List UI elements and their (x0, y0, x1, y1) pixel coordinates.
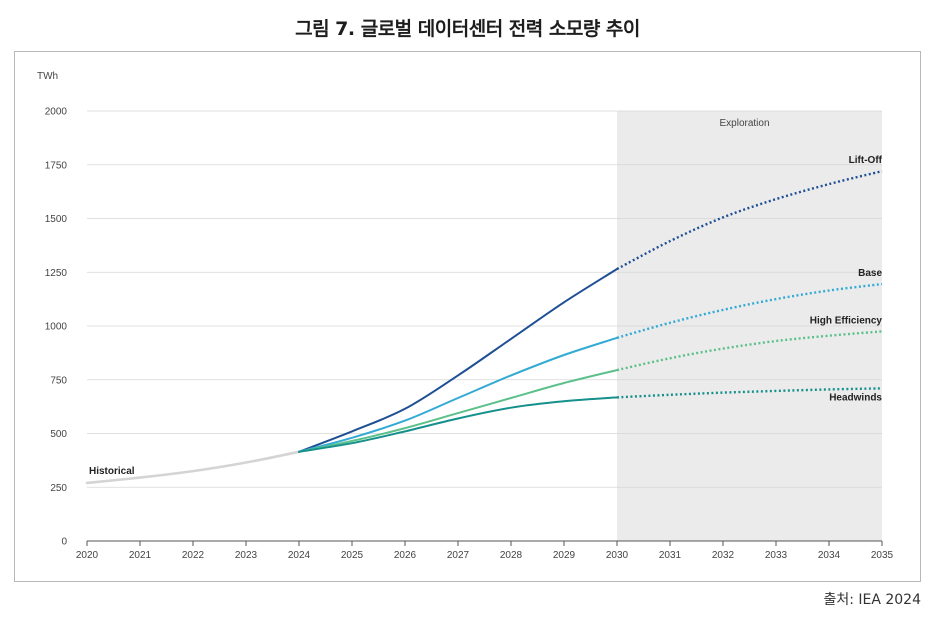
x-tick-label: 2025 (341, 550, 364, 561)
x-tick-label: 2021 (129, 550, 152, 561)
y-tick-label: 2000 (45, 107, 68, 118)
y-tick-label: 250 (50, 483, 67, 494)
x-tick-label: 2029 (553, 550, 576, 561)
y-tick-label: 1500 (45, 214, 68, 225)
x-tick-label: 2034 (818, 550, 841, 561)
series-line-lift-off (298, 268, 618, 453)
x-tick-label: 2026 (394, 550, 417, 561)
series-projection-headwinds (616, 387, 883, 399)
line-chart: Exploration 0 250 500 750 1000 1250 1500 1750 200… (37, 71, 894, 561)
y-tick-label: 750 (50, 375, 67, 386)
x-tick-label: 2020 (76, 550, 99, 561)
series-line-high-efficiency (298, 369, 618, 453)
y-tick-label: 1250 (45, 268, 68, 279)
series-label-high-efficiency: High Efficiency (810, 315, 883, 326)
x-tick-label: 2032 (712, 550, 735, 561)
figure-title: 그림 7. 글로벌 데이터센터 전력 소모량 추이 (295, 18, 640, 40)
source-note: 출처: IEA 2024 (823, 592, 921, 608)
y-axis-unit: TWh (37, 71, 58, 82)
series-label-historical: Historical (89, 466, 135, 477)
series-label-headwinds: Headwinds (829, 392, 882, 403)
series-line-base (298, 336, 618, 453)
x-tick-label: 2035 (871, 550, 894, 561)
series-line-historical (85, 450, 301, 485)
x-tick-label: 2031 (659, 550, 682, 561)
x-tick-label: 2022 (182, 550, 205, 561)
series-label-lift-off: Lift-Off (849, 155, 883, 166)
chart-frame: Exploration 0 250 500 750 1000 1250 1500 1750 200… (14, 51, 921, 582)
x-tick-label: 2024 (288, 550, 311, 561)
x-tick-label: 2030 (606, 550, 629, 561)
x-tick-label: 2033 (765, 550, 788, 561)
x-tick-label: 2028 (500, 550, 523, 561)
series-label-base: Base (858, 268, 882, 279)
series-projection-lift-off (616, 170, 883, 271)
y-tick-label: 0 (61, 537, 67, 548)
x-tick-label: 2027 (447, 550, 470, 561)
y-tick-label: 500 (50, 429, 67, 440)
series-line-headwinds (298, 396, 618, 453)
series-projection-base (616, 282, 883, 339)
y-tick-label: 1750 (45, 160, 68, 171)
exploration-label: Exploration (719, 118, 769, 129)
y-tick-label: 1000 (45, 322, 68, 333)
x-tick-label: 2023 (235, 550, 258, 561)
